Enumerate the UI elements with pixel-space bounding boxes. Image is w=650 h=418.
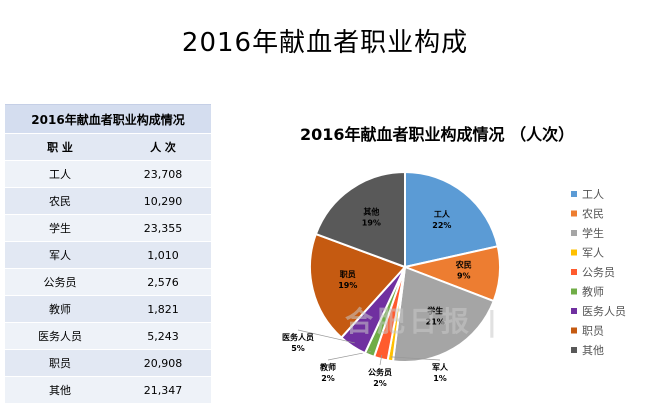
leader-line [297,329,355,344]
count-cell: 5,243 [115,322,211,350]
legend-swatch [571,210,577,217]
table-caption: 2016年献血者职业构成情况 [5,104,211,134]
count-cell: 23,355 [115,214,211,242]
slice-percent-label: 1% [433,374,447,383]
legend-swatch [571,288,577,295]
occupation-cell: 学生 [5,214,115,242]
pie-slice [404,170,499,269]
table-row: 农民 10,290 [5,187,211,215]
occupation-cell: 教师 [5,295,115,323]
table-row: 教师 1,821 [5,295,211,323]
slice-name-label: 学生 [427,306,443,316]
slice-percent-label: 9% [457,271,471,280]
slice-name-label: 医务人员 [282,332,314,342]
legend-label: 其他 [582,344,604,357]
slice-percent-label: 5% [291,344,305,353]
header-count: 人 次 [115,133,211,161]
pie-slice [314,170,406,269]
occupation-table: 2016年献血者职业构成情况 职 业 人 次 工人 23,708 农民 10,290 学… [5,104,211,404]
legend-swatch [571,191,577,197]
pie-slice [309,232,407,339]
slice-name-label: 其他 [363,207,379,217]
legend-label: 教师 [582,286,604,299]
legend-label: 职员 [582,325,604,338]
legend-label: 学生 [582,226,604,240]
occupation-cell: 工人 [5,160,115,188]
table-row: 公务员 2,576 [5,268,211,296]
legend-label: 医务人员 [582,305,626,318]
slice-percent-label: 2% [373,379,387,388]
header-occupation: 职 业 [5,133,115,161]
chart-title: 2016年献血者职业构成情况 （人次） [300,125,575,144]
page-title: 2016年献血者职业构成 [181,28,469,58]
slice-name-label: 职员 [340,270,356,279]
count-cell: 10,290 [115,187,211,215]
count-cell: 23,708 [115,160,211,188]
leader-line [379,354,383,366]
count-cell: 2,576 [115,268,211,296]
legend-label: 公务员 [582,266,615,279]
leader-line [390,356,441,361]
legend-swatch [571,230,577,236]
count-cell: 1,821 [115,295,211,323]
slice-name-label: 农民 [455,259,472,269]
occupation-cell: 公务员 [5,268,115,296]
slice-name-label: 工人 [434,209,451,219]
occupation-cell: 军人 [5,241,115,269]
legend-label: 军人 [582,247,604,260]
legend-label: 农民 [582,207,604,221]
slice-percent-label: 22% [432,221,451,230]
legend-swatch [571,327,577,334]
slice-percent-label: 19% [362,219,381,228]
slice-percent-label: 19% [338,281,357,290]
occupation-cell: 职员 [5,349,115,377]
legend-swatch [571,249,577,256]
count-cell: 20,908 [115,349,211,377]
watermark: 合肥日报 | [345,305,501,338]
count-cell: 1,010 [115,241,211,269]
slice-name-label: 军人 [432,362,449,372]
legend-label: 工人 [582,188,604,201]
occupation-cell: 农民 [5,187,115,215]
slice-percent-label: 2% [321,374,335,383]
slice-percent-label: 21% [426,318,445,327]
slice-name-label: 公务员 [368,367,392,377]
occupation-cell: 医务人员 [5,322,115,350]
pie-slice [391,265,495,363]
count-cell: 21,347 [115,376,211,404]
table-row: 军人 1,010 [5,241,211,269]
occupation-cell: 其他 [5,376,115,404]
table-row: 医务人员 5,243 [5,322,211,350]
legend-swatch [571,308,577,314]
slice-name-label: 教师 [319,362,336,372]
legend-swatch [571,269,577,275]
table-row: 工人 23,708 [5,160,211,188]
table-row: 职员 20,908 [5,349,211,377]
legend-swatch [571,347,577,353]
table-row: 其他 21,347 [5,376,211,404]
table-row: 学生 23,355 [5,214,211,242]
